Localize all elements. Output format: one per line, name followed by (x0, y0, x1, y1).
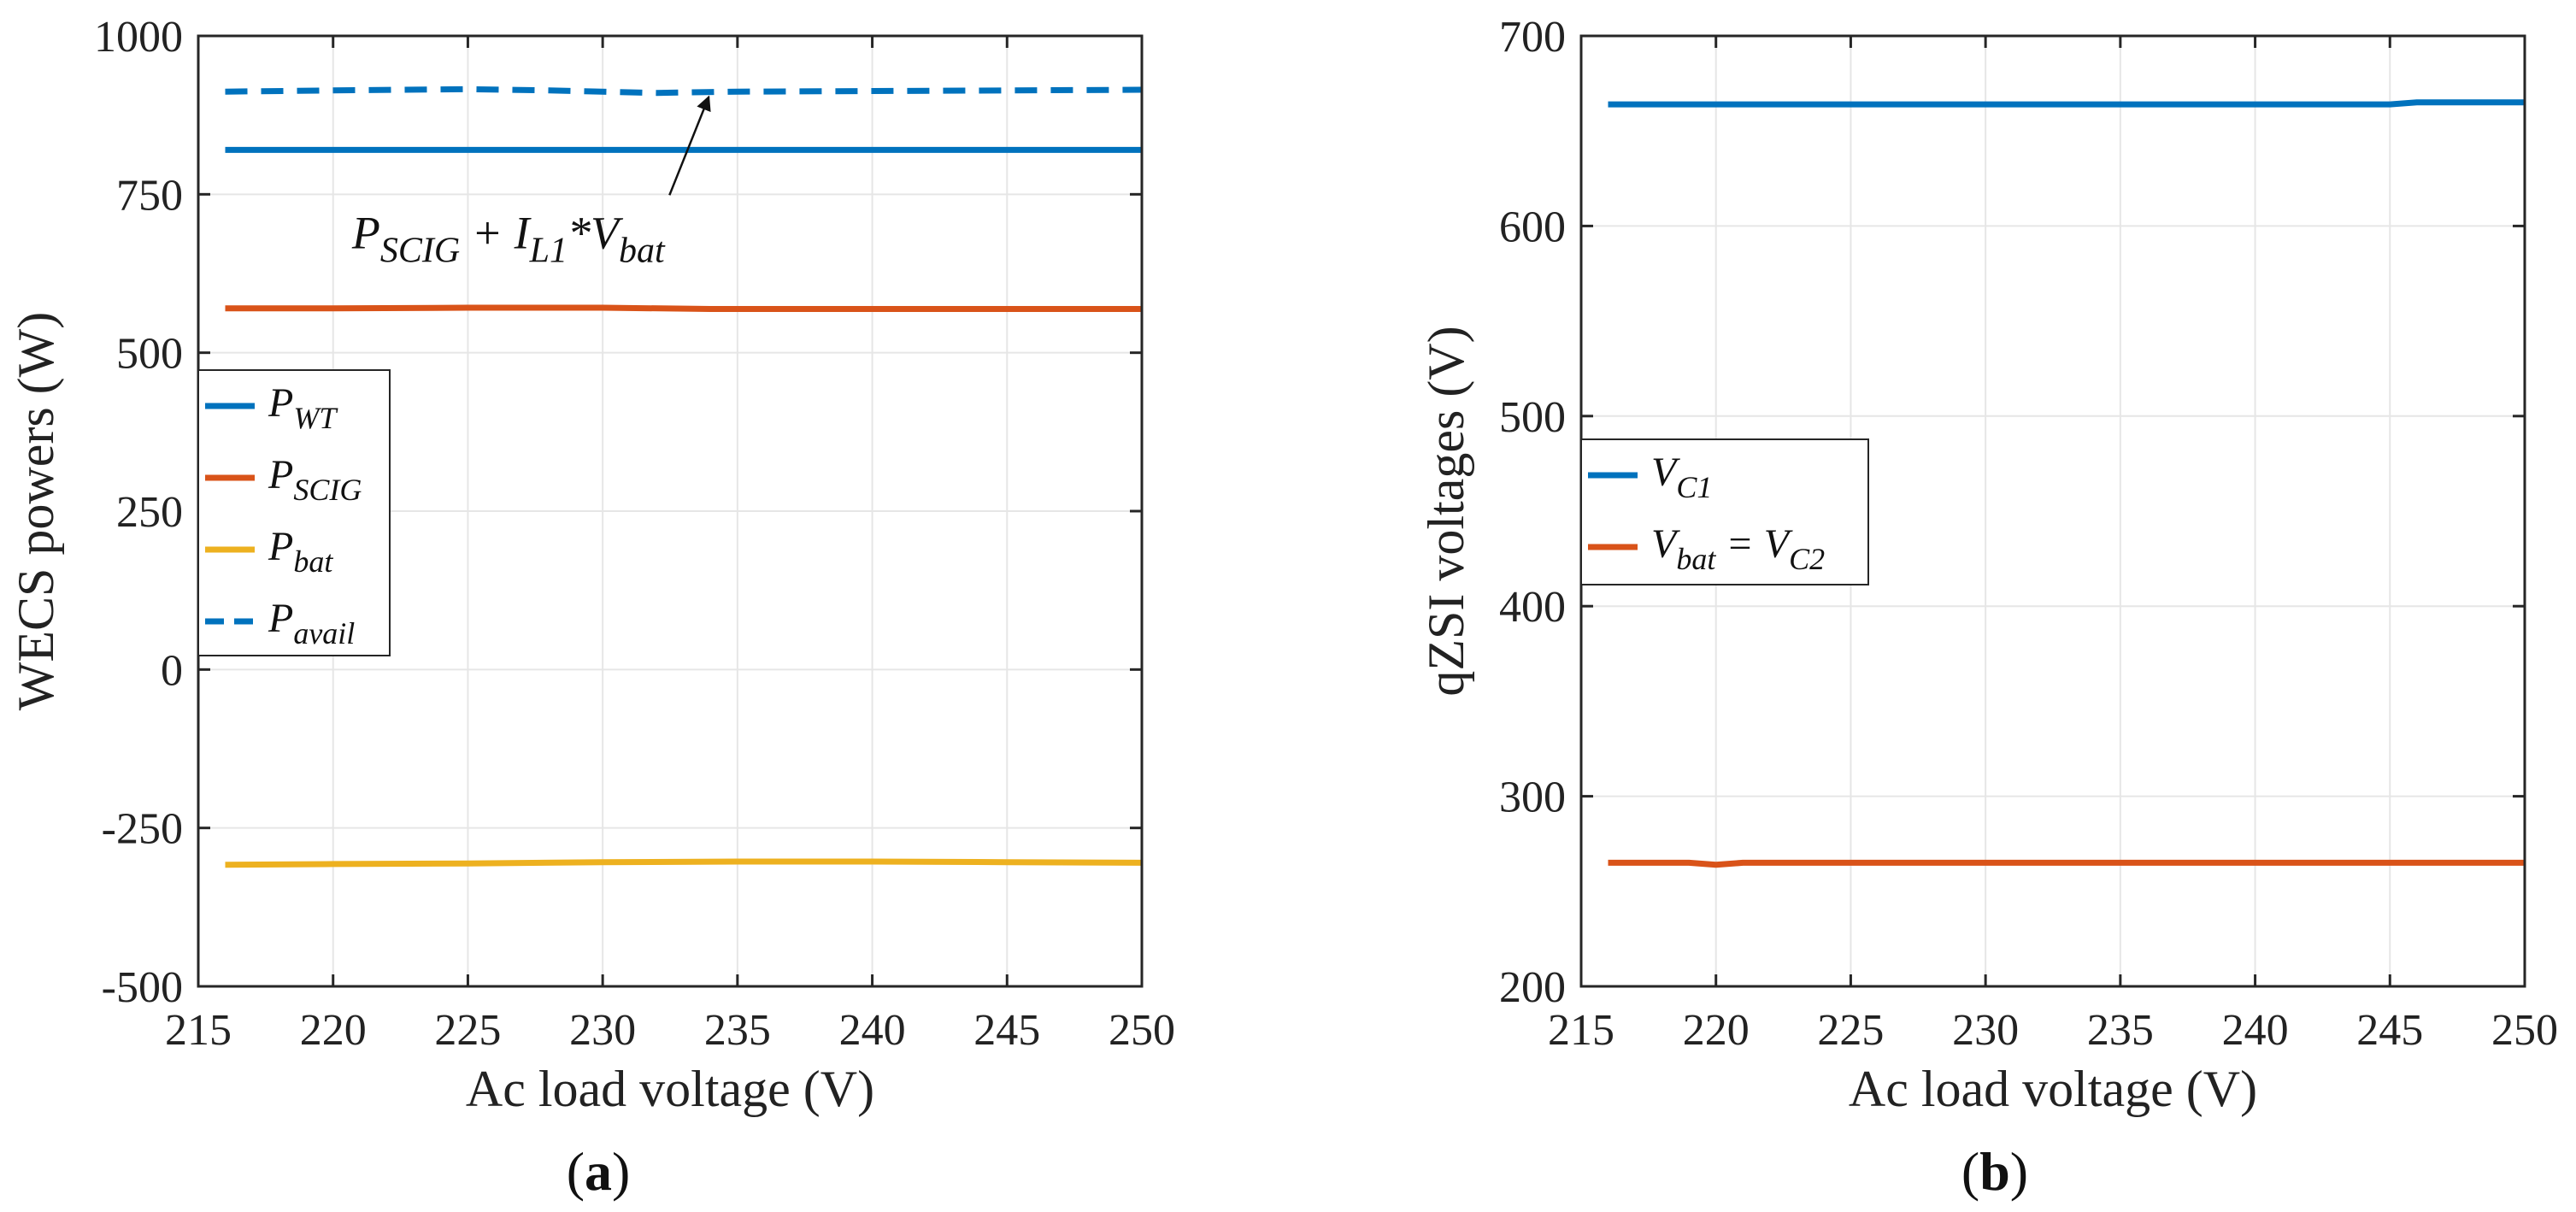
legend-entry-p-scig: PSCIG (268, 452, 362, 507)
x-tick-label: 250 (2491, 1006, 2558, 1055)
x-tick-label: 240 (2222, 1006, 2289, 1055)
x-tick-label: 220 (1683, 1006, 1750, 1055)
x-tick-label: 225 (1817, 1006, 1884, 1055)
x-tick-label: 215 (165, 1006, 232, 1055)
y-axis-label: qZSI voltages (V) (1418, 326, 1474, 696)
panel-label: (b) (1961, 1141, 2028, 1202)
y-tick-label: 500 (1499, 393, 1566, 442)
legend-box (1580, 438, 1869, 585)
series-line-p-bat (225, 858, 1143, 868)
x-tick-label: 240 (839, 1006, 906, 1055)
series-line-v-c1 (1608, 99, 2525, 108)
legend-entry-p-bat: Pbat (268, 524, 333, 579)
x-tick-label: 245 (973, 1006, 1040, 1055)
x-tick-label: 235 (2087, 1006, 2154, 1055)
x-tick-label: 245 (2356, 1006, 2423, 1055)
y-tick-label: 250 (116, 488, 183, 537)
y-tick-label: 600 (1499, 203, 1566, 251)
panel-label: (a) (567, 1141, 631, 1202)
series-line-p-scig (225, 304, 1142, 312)
x-tick-label: 235 (704, 1006, 771, 1055)
legend-entry-v-c1: VC1 (1651, 450, 1712, 504)
legend-entry-p-wt: PWT (268, 380, 338, 435)
x-tick-label: 215 (1548, 1006, 1614, 1055)
chart-panel-b: 215 220 225 230 235 240 245 250 200 300 400 500 600 7… (1418, 13, 2558, 1202)
x-axis-label: Ac load voltage (V) (466, 1061, 874, 1117)
x-tick-label: 225 (434, 1006, 501, 1055)
x-axis-label: Ac load voltage (V) (1849, 1061, 2257, 1117)
y-tick-label: 500 (116, 330, 183, 379)
y-tick-label: -500 (102, 963, 183, 1012)
series-line-v-bat-v-c2 (1608, 859, 2525, 868)
legend-box (197, 369, 391, 656)
legend-entry-v-bat-v-c2: Vbat = VC2 (1651, 521, 1825, 576)
chart-panel-a: 215 220 225 230 235 240 245 250 -500 -250 0 250 500 7… (8, 13, 1175, 1202)
y-tick-label: 300 (1499, 774, 1566, 822)
y-tick-label: -250 (102, 805, 183, 854)
legend: VC1 Vbat = VC2 (1580, 438, 1869, 585)
legend: PWT PSCIG Pbat Pavail (197, 369, 391, 656)
y-tick-label: 700 (1499, 13, 1566, 62)
y-tick-label: 400 (1499, 583, 1566, 632)
y-tick-label: 0 (161, 646, 183, 695)
x-tick-label: 230 (1952, 1006, 2019, 1055)
y-tick-label: 200 (1499, 963, 1566, 1012)
x-tick-label: 250 (1109, 1006, 1175, 1055)
series-line-p-avail (225, 85, 1143, 97)
y-axis-label: WECS powers (W) (8, 312, 64, 711)
x-tick-label: 220 (300, 1006, 367, 1055)
y-tick-label: 1000 (94, 13, 183, 62)
annotation-label: PSCIG + IL1*Vbat (351, 207, 666, 270)
annotation-arrow (668, 95, 711, 196)
legend-entry-p-avail: Pavail (268, 596, 355, 650)
x-tick-label: 230 (569, 1006, 636, 1055)
y-tick-label: 750 (116, 171, 183, 220)
